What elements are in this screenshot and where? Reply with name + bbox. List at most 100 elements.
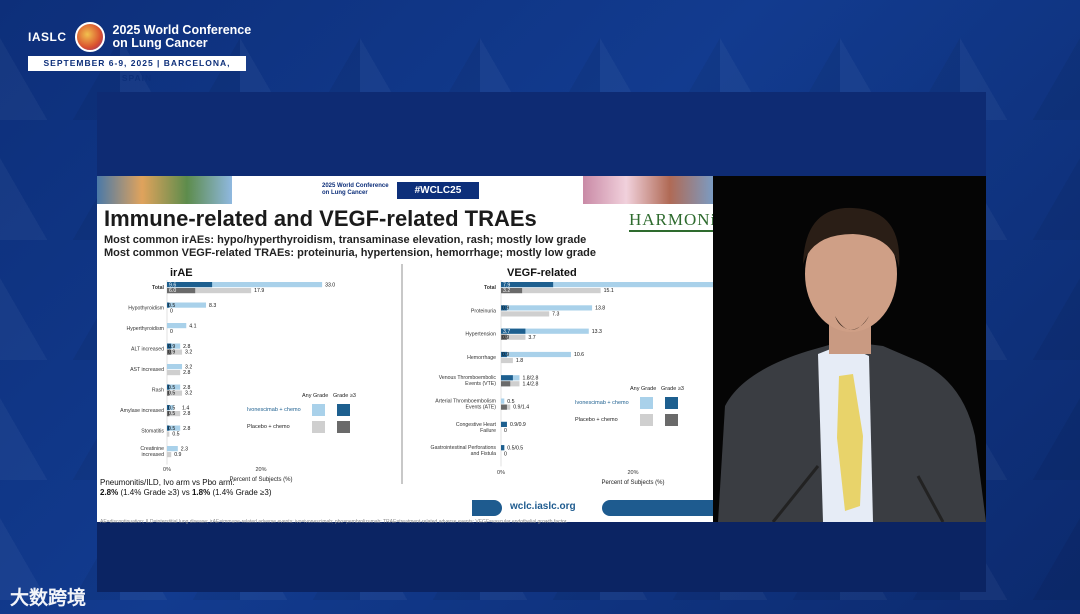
irae-bar-ivo-any (167, 323, 187, 329)
vegf-x-tick: 20% (627, 470, 638, 476)
vegf-category-label: Arterial Thromboembolism (435, 399, 496, 405)
vegf-label-pbo-g3: 0.9 (502, 335, 509, 341)
vegf-label-ivo-g3: 7.9 (503, 282, 510, 288)
conference-url[interactable]: wclc.iaslc.org (510, 501, 576, 512)
url-bar-right-shape (602, 500, 713, 516)
pneumonitis-ivo-detail: (1.4% Grade ≥3) vs (118, 488, 192, 497)
vegf-bar-ivo-any (501, 328, 589, 334)
vegf-label-pbo-any: 7.3 (552, 312, 559, 318)
banner-conference-line2: on Lung Cancer (322, 190, 368, 196)
irae-legend-any-grade: Any Grade (302, 393, 328, 399)
vegf-bar-ivo-g3 (501, 328, 526, 334)
irae-label-ivo-any: 8.3 (209, 303, 216, 309)
vegf-bar-pbo-any (501, 288, 601, 294)
vegf-bar-pbo-g3 (501, 288, 523, 294)
speaker-hair (803, 207, 900, 268)
irae-x-axis-label: Percent of Subjects (%) (229, 477, 292, 483)
irae-label-ivo-g3: 0.5 (168, 303, 175, 309)
irae-legend-pbo: Placebo + chemo (247, 424, 290, 430)
irae-bar-ivo-any (167, 405, 174, 411)
vegf-category-label: Failure (480, 428, 496, 434)
vegf-label-pbo-any: 0 (504, 451, 507, 457)
pneumonitis-note: Pneumonitis/ILD, Ivo arm vs Pbo arm: 2.8… (100, 478, 272, 498)
banner-photo-left (97, 176, 232, 204)
irae-label-ivo-any: 2.3 (181, 446, 188, 452)
vegf-bar-ivo-any (501, 282, 713, 288)
irae-label-pbo-any: 2.8 (183, 370, 190, 376)
irae-bar-ivo-g3 (167, 384, 170, 390)
speaker-video (713, 176, 986, 522)
irae-bar-pbo-any (167, 349, 183, 355)
irae-label-pbo-g3: 6.0 (169, 288, 176, 294)
slide-subtitle-1: Most common irAEs: hypo/hyperthyroidism,… (104, 234, 587, 246)
pneumonitis-ivo-value: 2.8% (100, 488, 119, 497)
irae-label-pbo-any: 0 (170, 309, 173, 315)
vegf-category-label: and Fistula (471, 451, 496, 457)
irae-label-ivo-g3: 0.5 (168, 426, 175, 432)
slide-banner: 2025 World Conference on Lung Cancer #WC… (97, 176, 713, 204)
conference-title: 2025 World Conference on Lung Cancer (113, 24, 252, 50)
irae-bar-pbo-any (167, 411, 181, 417)
speaker-figure (713, 176, 986, 522)
irae-bar-pbo-g3 (167, 390, 170, 396)
irae-label-ivo-g3: 0.9 (168, 344, 175, 350)
vegf-legend-swatch-ivo-any (640, 397, 653, 409)
vegf-label-ivo-any: 0.9/0.9 (510, 422, 526, 428)
vegf-category-label: Events (ATE) (466, 405, 497, 411)
slide-title: Immune-related and VEGF-related TRAEs (104, 206, 537, 231)
vegf-label-pbo-any: 3.7 (528, 335, 535, 341)
irae-legend-swatch-ivo-any (312, 404, 325, 416)
stage-backdrop (97, 92, 986, 176)
irae-bar-ivo-any (167, 302, 207, 308)
irae-label-ivo-any: 2.8 (183, 426, 190, 432)
trial-logo: HARMONi (629, 210, 717, 232)
vegf-category-label: Gastrointestinal Perforations (431, 445, 497, 451)
irae-category-label: Total (152, 285, 165, 291)
banner-conference-line1: 2025 World Conference (322, 183, 389, 189)
watermark-logo: 大数跨境 (10, 588, 87, 609)
charts-canvas: irAE Total 9.6 33.0 6.0 17.9 Hypothyroidism 0.5… (120, 264, 713, 486)
vegf-label-ivo-any: 13.8 (595, 306, 605, 312)
irae-bar-ivo-any (167, 364, 183, 370)
vegf-legend-grade3: Grade ≥3 (661, 386, 684, 392)
speaker-head (805, 216, 897, 332)
vegf-category-label: Hemorrhage (467, 355, 496, 361)
irae-bar-pbo-any (167, 288, 252, 294)
pneumonitis-line1: Pneumonitis/ILD, Ivo arm vs Pbo arm: (100, 478, 235, 487)
hashtag-badge: #WCLC25 (396, 181, 480, 199)
conference-logo: IASLC 2025 World Conference on Lung Canc… (28, 22, 251, 52)
irae-bar-ivo-g3 (167, 302, 170, 308)
vegf-x-axis-label: Percent of Subjects (%) (601, 480, 664, 486)
vegf-label-pbo-g3: 3.2 (503, 288, 510, 294)
url-bar-left-shape (472, 500, 502, 516)
vegf-category-label: Congestive Heart (456, 422, 497, 428)
irae-label-pbo-any: 2.8 (183, 411, 190, 417)
irae-label-pbo-any: 0 (170, 329, 173, 335)
irae-category-label: Creatinine (140, 446, 164, 452)
vegf-legend-any-grade: Any Grade (630, 386, 656, 392)
irae-label-pbo-any: 3.2 (185, 391, 192, 397)
irae-label-ivo-g3: 0.5 (168, 385, 175, 391)
vegf-label-pbo-any: 1.4/2.8 (522, 381, 538, 387)
irae-bar-pbo-any (167, 431, 170, 437)
conference-dates: SEPTEMBER 6-9, 2025 | BARCELONA, SPAIN (28, 56, 246, 83)
irae-bar-ivo-g3 (167, 282, 213, 288)
irae-x-tick: 0% (163, 467, 171, 473)
microphone-stand (771, 465, 820, 522)
vegf-bar-ivo-g3 (501, 305, 507, 311)
vegf-category-label: Hypertension (465, 332, 496, 338)
vegf-category-label: Venous Thromboembolic (439, 375, 497, 381)
vegf-bar-pbo-g3 (501, 381, 511, 387)
vegf-bar-ivo-any (501, 351, 571, 358)
irae-label-pbo-any: 17.9 (254, 288, 264, 294)
irae-label-ivo-g3: 9.6 (169, 282, 176, 288)
conference-title-line1: 2025 World Conference (112, 23, 252, 37)
irae-label-ivo-any: 2.8 (183, 344, 190, 350)
pneumonitis-line2: 2.8% (1.4% Grade ≥3) vs 1.8% (1.4% Grade… (100, 488, 272, 498)
irae-bar-ivo-any (167, 384, 181, 390)
vegf-bar-ivo-g3 (501, 445, 505, 451)
irae-bar-pbo-any (167, 390, 183, 396)
vegf-legend-pbo: Placebo + chemo (575, 417, 618, 423)
vegf-bar-pbo-any (501, 334, 526, 340)
url-bar: wclc.iaslc.org (472, 498, 713, 518)
